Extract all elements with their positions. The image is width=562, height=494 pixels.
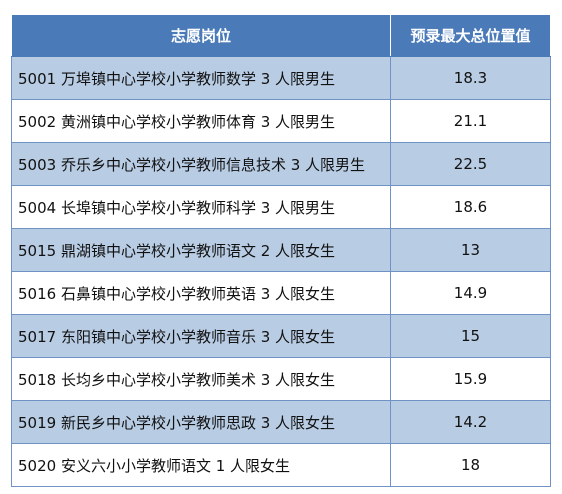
position-cell: 5003 乔乐乡中心学校小学教师信息技术 3 人限男生	[11, 142, 391, 186]
table-row: 5001 万埠镇中心学校小学教师数学 3 人限男生 18.3	[11, 56, 551, 100]
table-row: 5015 鼎湖镇中心学校小学教师语文 2 人限女生 13	[11, 228, 551, 272]
table-row: 5017 东阳镇中心学校小学教师音乐 3 人限女生 15	[11, 314, 551, 358]
table-row: 5002 黄洲镇中心学校小学教师体育 3 人限男生 21.1	[11, 99, 551, 143]
position-cell: 5020 安义六小小学教师语文 1 人限女生	[11, 443, 391, 487]
value-cell: 18	[390, 443, 551, 487]
table-row: 5020 安义六小小学教师语文 1 人限女生 18	[11, 443, 551, 487]
value-cell: 14.9	[390, 271, 551, 315]
position-cell: 5019 新民乡中心学校小学教师思政 3 人限女生	[11, 400, 391, 444]
table-header-row: 志愿岗位 预录最大总位置值	[11, 14, 551, 57]
value-cell: 15.9	[390, 357, 551, 401]
value-cell: 21.1	[390, 99, 551, 143]
position-cell: 5001 万埠镇中心学校小学教师数学 3 人限男生	[11, 56, 391, 100]
header-max-value: 预录最大总位置值	[390, 14, 551, 57]
table-row: 5018 长均乡中心学校小学教师美术 3 人限女生 15.9	[11, 357, 551, 401]
header-position: 志愿岗位	[11, 14, 391, 57]
position-cell: 5002 黄洲镇中心学校小学教师体育 3 人限男生	[11, 99, 391, 143]
value-cell: 13	[390, 228, 551, 272]
table-row: 5016 石鼻镇中心学校小学教师英语 3 人限女生 14.9	[11, 271, 551, 315]
value-cell: 15	[390, 314, 551, 358]
value-cell: 22.5	[390, 142, 551, 186]
value-cell: 18.3	[390, 56, 551, 100]
position-cell: 5016 石鼻镇中心学校小学教师英语 3 人限女生	[11, 271, 391, 315]
position-cell: 5015 鼎湖镇中心学校小学教师语文 2 人限女生	[11, 228, 391, 272]
position-cell: 5017 东阳镇中心学校小学教师音乐 3 人限女生	[11, 314, 391, 358]
value-cell: 14.2	[390, 400, 551, 444]
position-values-table: 志愿岗位 预录最大总位置值 5001 万埠镇中心学校小学教师数学 3 人限男生 …	[11, 14, 551, 487]
position-cell: 5004 长埠镇中心学校小学教师科学 3 人限男生	[11, 185, 391, 229]
table-row: 5003 乔乐乡中心学校小学教师信息技术 3 人限男生 22.5	[11, 142, 551, 186]
value-cell: 18.6	[390, 185, 551, 229]
position-cell: 5018 长均乡中心学校小学教师美术 3 人限女生	[11, 357, 391, 401]
table-row: 5019 新民乡中心学校小学教师思政 3 人限女生 14.2	[11, 400, 551, 444]
data-table-container: 志愿岗位 预录最大总位置值 5001 万埠镇中心学校小学教师数学 3 人限男生 …	[11, 14, 551, 487]
table-row: 5004 长埠镇中心学校小学教师科学 3 人限男生 18.6	[11, 185, 551, 229]
